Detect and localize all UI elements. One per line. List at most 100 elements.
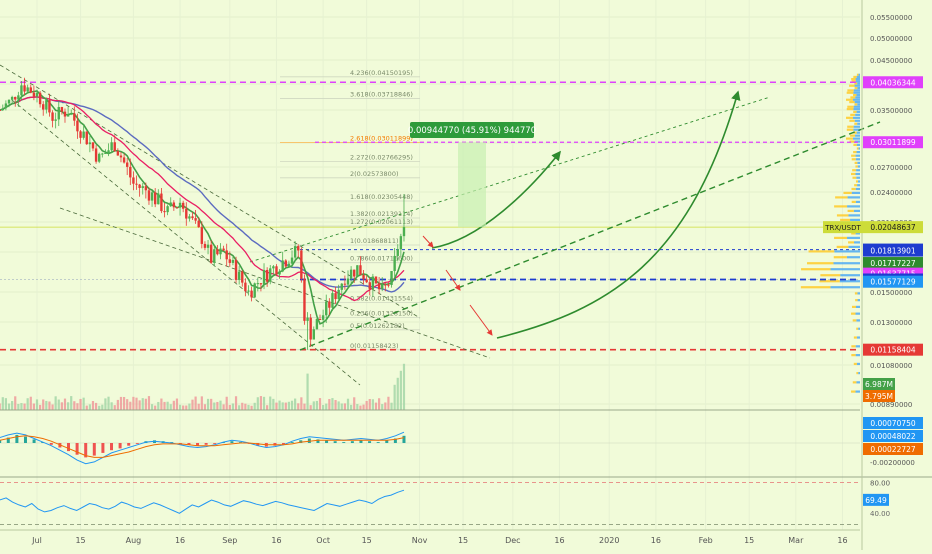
volume-profile-bar-down <box>851 78 856 81</box>
volume-bar <box>188 403 191 410</box>
time-tick-label: Sep <box>222 536 237 545</box>
candle-body <box>23 85 26 92</box>
volume-bar <box>322 404 325 410</box>
volume-profile-bar-up <box>855 78 860 81</box>
volume-profile-bar-up <box>856 336 860 339</box>
volume-profile-bar-down <box>853 75 857 79</box>
volume-profile-bar-up <box>855 154 860 157</box>
macd-tag-bg <box>863 430 923 442</box>
volume-bar <box>213 402 216 410</box>
candle-body <box>216 249 219 255</box>
volume-profile-bar-down <box>856 327 859 330</box>
candle-body <box>172 202 176 208</box>
volume-profile-bar-up <box>853 105 860 108</box>
volume-profile-bar-up <box>848 245 860 248</box>
volume-profile-bar-up <box>847 236 860 239</box>
candle-body <box>368 282 371 290</box>
time-tick-label: Mar <box>788 536 804 545</box>
volume-profile-bar-up <box>855 312 860 315</box>
candle-body <box>287 263 291 267</box>
candle-body <box>228 259 232 263</box>
volume-bar <box>381 404 384 410</box>
candle-body <box>48 100 51 113</box>
candle-body <box>237 271 241 280</box>
time-tick-label: Nov <box>412 536 428 545</box>
volume-profile-bar-up <box>857 103 860 106</box>
volume-bar <box>76 403 79 410</box>
volume-bar <box>122 396 126 410</box>
candle-body <box>384 284 387 286</box>
volume-bar <box>32 403 35 410</box>
volume-bar <box>365 400 368 410</box>
volume-profile-bar-up <box>856 362 860 366</box>
candle-body <box>234 260 238 280</box>
volume-profile-bar-down <box>850 113 856 116</box>
volume-bar <box>269 396 272 410</box>
macd-histogram-bar <box>376 442 380 443</box>
candle-body <box>66 114 70 117</box>
candles <box>0 77 406 350</box>
candle-body <box>206 244 210 248</box>
volume-bar <box>287 401 291 410</box>
volume-bar <box>7 403 11 410</box>
volume-bar <box>399 370 402 410</box>
candle-body <box>166 206 169 213</box>
candle-body <box>337 289 340 300</box>
volume-profile-bar-up <box>854 241 860 244</box>
macd-histogram-bar <box>49 443 53 445</box>
volume-bar <box>57 399 60 410</box>
macd-histogram-bar <box>282 443 286 445</box>
candle-body <box>219 248 222 255</box>
volume-profile-bar-down <box>847 105 854 108</box>
volume-bar <box>247 404 250 410</box>
volume-profile-bar-up <box>857 180 860 183</box>
volume-profile-bar-down <box>847 89 854 92</box>
candle-body <box>346 278 350 285</box>
volume-tag-label: 3.795M <box>865 392 893 401</box>
time-axis[interactable]: Jul 15 Aug 16 Sep 16 Oct 15 Nov 15 Dec 16 2020 16 Feb 1… <box>0 529 860 545</box>
volume-bar <box>315 400 318 410</box>
macd-histogram-bar <box>23 436 27 443</box>
candle-body <box>94 148 98 162</box>
macd-pane: -0.00200000 <box>0 431 932 478</box>
volume-profile-bar-down <box>854 103 858 106</box>
volume-profile-bar-down <box>851 158 856 161</box>
volume-bar <box>272 398 275 410</box>
volume-bar <box>371 399 374 410</box>
fibonacci-levels: 4.236(0.04150195) 3.618(0.03718846) 2.618(… <box>280 69 420 351</box>
candle-body <box>225 250 228 260</box>
volume-profile-bar-up <box>858 147 860 150</box>
volume-bar <box>241 402 244 410</box>
candle-body <box>362 274 365 280</box>
volume-profile-bar-up <box>858 73 860 76</box>
volume-bar <box>67 402 70 410</box>
candle-body <box>253 283 256 298</box>
candle-body <box>32 92 36 97</box>
candle-body <box>297 246 300 251</box>
volume-bar <box>98 405 101 410</box>
volume-profile-bar-down <box>851 172 856 176</box>
rsi-tag-bg <box>863 493 889 506</box>
price-tick-label: 0.02400000 <box>870 189 912 197</box>
candle-body <box>194 218 197 221</box>
time-tick-label: 16 <box>271 536 281 545</box>
volume-profile-bar-down <box>850 134 856 137</box>
candle-body <box>7 99 11 104</box>
candle-body <box>275 266 278 275</box>
candle-body <box>356 265 359 277</box>
candle-body <box>98 153 101 162</box>
candle-body <box>343 283 347 285</box>
time-tick-label: Oct <box>316 536 330 545</box>
volume-bar <box>393 384 396 410</box>
volume-profile-bar-down <box>856 372 859 375</box>
macd-histogram-bar <box>230 441 234 443</box>
volume-profile-bar-up <box>850 218 860 221</box>
macd-tag-bg <box>863 417 923 429</box>
volume-profile-bar-down <box>800 286 831 289</box>
volume-profile-bar-down <box>854 86 858 90</box>
volume-bar <box>70 396 73 410</box>
volume-profile-bar-down <box>854 161 858 164</box>
volume-profile-bar-down <box>854 122 858 125</box>
volume-profile-bar-up <box>853 108 860 111</box>
